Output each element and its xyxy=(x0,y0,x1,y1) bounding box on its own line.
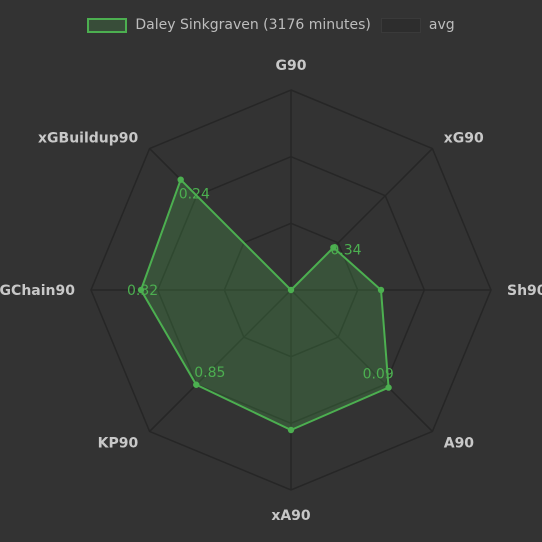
data-label-kp90: 0.85 xyxy=(194,365,225,381)
legend-entry-avg[interactable]: avg xyxy=(380,17,455,33)
axis-label-g90: G90 xyxy=(276,58,307,74)
axis-spoke-kp90 xyxy=(149,289,292,432)
axis-label-sh90: Sh90 xyxy=(507,283,542,299)
legend-label-avg: avg xyxy=(428,17,455,33)
data-point-g90 xyxy=(287,286,295,294)
legend: Daley Sinkgraven (3176 minutes) avg xyxy=(0,17,542,33)
data-point-xa90 xyxy=(287,426,295,434)
data-label-xgchain90: 0.32 xyxy=(127,283,158,299)
data-label-a90: 0.09 xyxy=(363,367,394,383)
data-point-xgbuildup90 xyxy=(177,176,184,183)
axis-label-a90: A90 xyxy=(444,436,475,452)
legend-entry-player[interactable]: Daley Sinkgraven (3176 minutes) xyxy=(87,17,371,33)
legend-swatch-avg xyxy=(380,17,421,33)
axis-label-kp90: KP90 xyxy=(98,436,139,452)
axis-label-xg90: xG90 xyxy=(444,130,484,146)
data-label-xgbuildup90: 0.24 xyxy=(179,187,210,203)
axis-label-xgchain90: xGChain90 xyxy=(0,283,75,299)
legend-label-player: Daley Sinkgraven (3176 minutes) xyxy=(135,17,371,33)
data-point-xgchain90 xyxy=(137,286,145,294)
data-label-xg90: 0.34 xyxy=(330,243,361,259)
data-point-xg90 xyxy=(330,244,337,251)
data-point-a90 xyxy=(385,384,392,391)
data-point-sh90 xyxy=(377,286,385,294)
data-point-kp90 xyxy=(193,381,200,388)
axis-label-xgbuildup90: xGBuildup90 xyxy=(38,130,139,146)
axis-spoke-a90 xyxy=(290,289,433,432)
axis-label-xa90: xA90 xyxy=(271,508,311,524)
legend-swatch-player xyxy=(87,17,128,33)
series-area-0 xyxy=(140,178,390,431)
